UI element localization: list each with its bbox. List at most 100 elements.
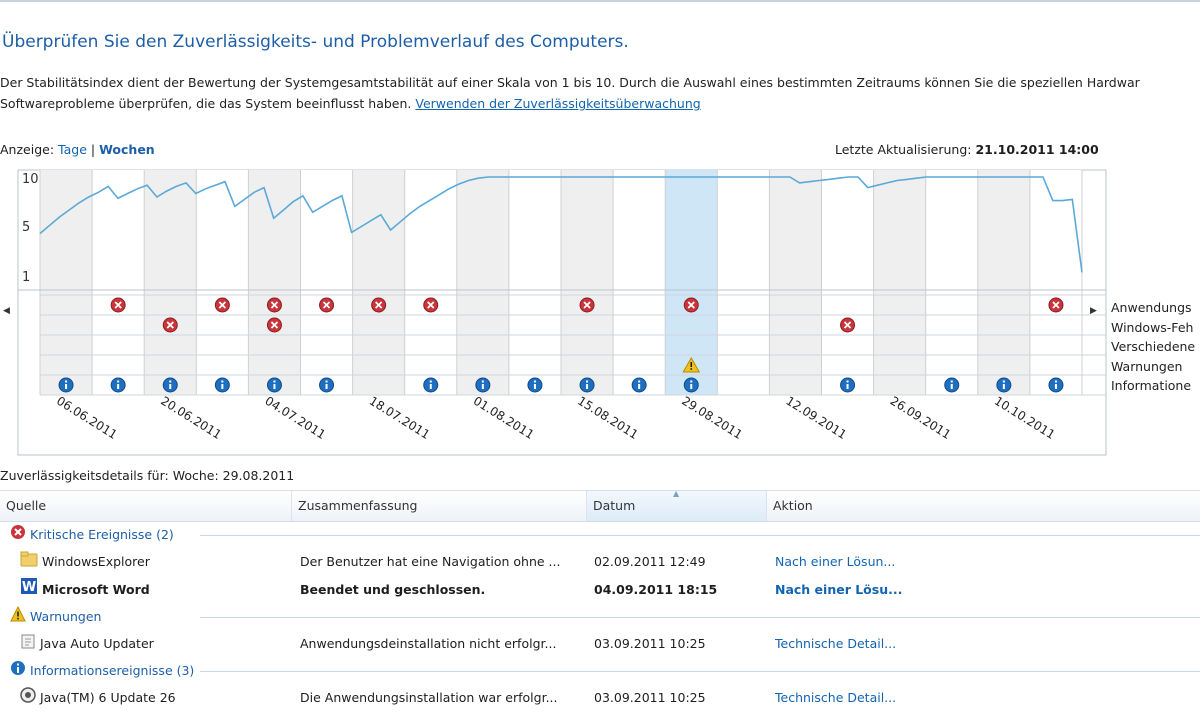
explorer-icon bbox=[20, 549, 38, 577]
action-link[interactable]: Nach einer Lösu... bbox=[775, 582, 903, 597]
error-icon[interactable] bbox=[423, 297, 439, 313]
date-cell: 04.09.2011 18:15 bbox=[594, 582, 718, 597]
scroll-right-icon[interactable]: ▶ bbox=[1090, 306, 1097, 316]
y-tick-label: 1 bbox=[22, 270, 30, 285]
info-icon bbox=[10, 659, 26, 685]
error-icon[interactable] bbox=[214, 297, 230, 313]
date-cell: 03.09.2011 10:25 bbox=[594, 636, 706, 651]
row-label-info: Informatione bbox=[1111, 378, 1192, 393]
week-column bbox=[456, 170, 509, 395]
action-link[interactable]: Technische Detail... bbox=[775, 636, 897, 651]
group-label: Informationsereignisse (3) bbox=[30, 663, 195, 678]
stability-line bbox=[39, 176, 1083, 273]
table-row[interactable]: Java(TM) 6 Update 26 Die Anwendungsinsta… bbox=[0, 684, 1200, 712]
error-icon[interactable] bbox=[579, 297, 595, 313]
week-column bbox=[196, 170, 249, 395]
info-icon[interactable] bbox=[1048, 377, 1064, 393]
description-line-2: Softwareprobleme überprüfen, die das Sys… bbox=[0, 93, 1140, 114]
view-separator: | bbox=[90, 142, 96, 157]
error-icon[interactable] bbox=[266, 297, 282, 313]
word-icon: W bbox=[20, 577, 38, 605]
description: Der Stabilitätsindex dient der Bewertung… bbox=[0, 72, 1140, 114]
error-icon[interactable] bbox=[371, 297, 387, 313]
info-icon[interactable] bbox=[423, 377, 439, 393]
info-icon[interactable] bbox=[579, 377, 595, 393]
info-icon[interactable] bbox=[110, 377, 126, 393]
week-column bbox=[613, 170, 666, 395]
info-icon[interactable] bbox=[840, 377, 856, 393]
svg-text:W: W bbox=[22, 580, 36, 595]
error-icon[interactable] bbox=[162, 317, 178, 333]
info-icon[interactable] bbox=[319, 377, 335, 393]
scroll-left-icon[interactable]: ◀ bbox=[3, 306, 10, 316]
info-icon[interactable] bbox=[162, 377, 178, 393]
reliability-chart[interactable]: 10 5 1 06.06.2011 20.06.2011 04.07.2011 18.07.… bbox=[0, 165, 1110, 464]
week-column bbox=[144, 170, 197, 395]
source-text: Java(TM) 6 Update 26 bbox=[40, 690, 176, 705]
summary-cell: Der Benutzer hat eine Navigation ohne ..… bbox=[300, 554, 561, 569]
details-table: Quelle Zusammenfassung ▲ Datum Aktion Kr… bbox=[0, 489, 1200, 712]
view-weeks-link[interactable]: Wochen bbox=[99, 142, 155, 157]
column-header-action[interactable]: Aktion bbox=[773, 498, 813, 513]
info-icon[interactable] bbox=[58, 377, 74, 393]
info-icon[interactable] bbox=[944, 377, 960, 393]
column-header-source[interactable]: Quelle bbox=[0, 491, 292, 521]
group-label: Kritische Ereignisse (2) bbox=[30, 527, 174, 542]
info-icon[interactable] bbox=[631, 377, 647, 393]
group-label: Warnungen bbox=[30, 609, 102, 624]
error-icon bbox=[10, 523, 26, 549]
week-column bbox=[873, 170, 926, 395]
sort-caret-icon: ▲ bbox=[673, 489, 680, 498]
view-days-link[interactable]: Tage bbox=[58, 142, 87, 157]
week-column bbox=[248, 170, 301, 395]
table-row[interactable]: Java Auto Updater Anwendungsdeinstallati… bbox=[0, 630, 1200, 658]
install-icon bbox=[20, 685, 36, 713]
source-cell: W Microsoft Word bbox=[20, 576, 150, 604]
group-info[interactable]: Informationsereignisse (3) bbox=[0, 658, 1200, 684]
info-icon[interactable] bbox=[527, 377, 543, 393]
info-icon[interactable] bbox=[996, 377, 1012, 393]
info-icon[interactable] bbox=[266, 377, 282, 393]
week-column bbox=[92, 170, 145, 395]
group-critical[interactable]: Kritische Ereignisse (2) bbox=[0, 522, 1200, 548]
action-link[interactable]: Nach einer Lösun... bbox=[775, 554, 896, 569]
error-icon[interactable] bbox=[266, 317, 282, 333]
info-icon[interactable] bbox=[214, 377, 230, 393]
action-link[interactable]: Technische Detail... bbox=[775, 690, 897, 705]
source-cell: Java(TM) 6 Update 26 bbox=[20, 684, 176, 712]
last-update-value: 21.10.2011 14:00 bbox=[975, 142, 1099, 157]
error-icon[interactable] bbox=[683, 297, 699, 313]
error-icon[interactable] bbox=[110, 297, 126, 313]
event-row-labels: Anwendungs Windows-Feh Verschiedene Warn… bbox=[1111, 298, 1195, 396]
help-link[interactable]: Verwenden der Zuverlässigkeitsüberwachun… bbox=[415, 96, 701, 111]
warning-icon[interactable] bbox=[682, 356, 701, 373]
row-label-windows-errors: Windows-Feh bbox=[1111, 319, 1194, 335]
column-header-date-label: Datum bbox=[593, 498, 636, 513]
date-cell: 03.09.2011 10:25 bbox=[594, 690, 706, 705]
y-tick-label: 10 bbox=[22, 172, 39, 187]
error-icon[interactable] bbox=[319, 297, 335, 313]
details-title: Zuverlässigkeitsdetails für: Woche: 29.0… bbox=[0, 468, 295, 483]
error-icon[interactable] bbox=[1048, 297, 1064, 313]
column-header-date[interactable]: ▲ Datum bbox=[587, 489, 767, 521]
week-column bbox=[977, 170, 1030, 395]
group-divider bbox=[200, 535, 1200, 536]
source-text: Java Auto Updater bbox=[40, 636, 154, 651]
row-label-misc: Verschiedene bbox=[1111, 339, 1196, 354]
week-column bbox=[1029, 170, 1082, 395]
table-row[interactable]: WindowsExplorer Der Benutzer hat eine Na… bbox=[0, 548, 1200, 576]
top-border bbox=[0, 0, 1200, 2]
column-header-summary[interactable]: Zusammenfassung bbox=[292, 491, 587, 521]
table-row[interactable]: W Microsoft Word Beendet und geschlossen.… bbox=[0, 576, 1200, 604]
y-tick-label: 5 bbox=[22, 220, 30, 235]
info-icon[interactable] bbox=[475, 377, 491, 393]
week-column bbox=[352, 170, 405, 395]
error-icon[interactable] bbox=[840, 317, 856, 333]
last-update-label: Letzte Aktualisierung: bbox=[835, 142, 972, 157]
info-icon[interactable] bbox=[683, 377, 699, 393]
view-toggle: Anzeige: Tage | Wochen bbox=[0, 142, 155, 157]
java-icon bbox=[20, 631, 36, 659]
group-warnings[interactable]: Warnungen bbox=[0, 604, 1200, 630]
week-column bbox=[404, 170, 457, 395]
summary-cell: Anwendungsdeinstallation nicht erfolgr..… bbox=[300, 636, 557, 651]
